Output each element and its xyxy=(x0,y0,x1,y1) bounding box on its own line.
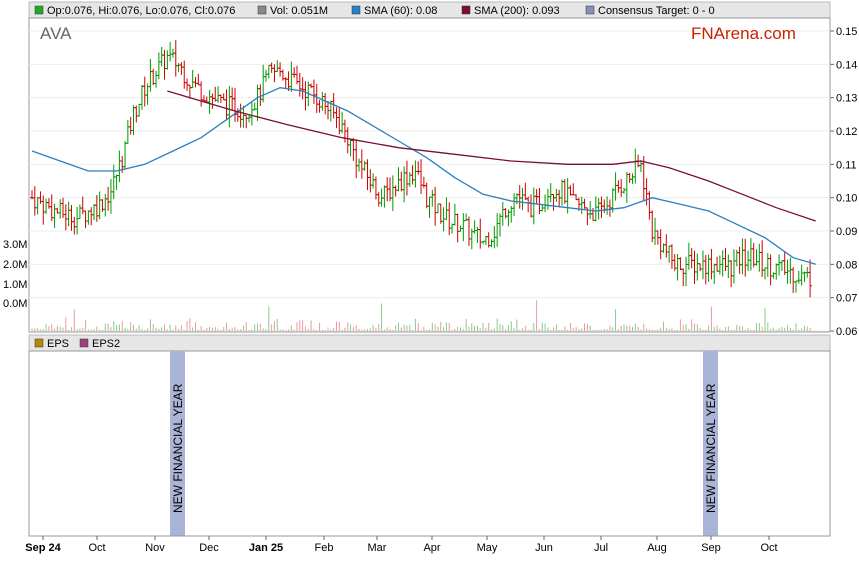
price-axis: 0.15 0.14 0.13 0.12 0.11 0.10 0.09 0.08 0.07 0.06 xyxy=(830,26,857,338)
x-tick-label: May xyxy=(477,542,498,554)
x-tick-label: Sep 24 xyxy=(25,542,61,554)
y-tick-label: 0.12 xyxy=(836,126,857,138)
fy-label-2: NEW FINANCIAL YEAR xyxy=(704,383,718,513)
y-tick-label: 0.13 xyxy=(836,93,857,105)
x-tick-label: Aug xyxy=(647,542,667,554)
ohlc-legend-swatch xyxy=(34,5,44,15)
y-tick-label: 0.08 xyxy=(836,259,857,271)
x-tick-label: Jun xyxy=(535,542,553,554)
eps-legend-swatch xyxy=(34,338,44,348)
volume-tick-label: 1.0M xyxy=(3,279,27,291)
price-bars xyxy=(30,40,813,298)
x-axis: Sep 24 Oct Nov Dec Jan 25 Feb Mar Apr May Jun Jul A… xyxy=(25,536,778,554)
eps2-legend-label: EPS2 xyxy=(92,338,120,350)
y-tick-label: 0.10 xyxy=(836,193,857,205)
y-tick-label: 0.11 xyxy=(836,159,857,171)
volume-tick-label: 2.0M xyxy=(3,259,27,271)
y-tick-label: 0.14 xyxy=(836,59,857,71)
volume-axis: 3.0M 2.0M 1.0M 0.0M xyxy=(3,239,27,310)
consensus-legend-label: Consensus Target: 0 - 0 xyxy=(598,5,715,17)
sma200-line xyxy=(167,90,816,222)
consensus-legend-swatch xyxy=(585,5,595,15)
x-tick-label: Feb xyxy=(315,542,334,554)
x-tick-label: Apr xyxy=(423,542,440,554)
fy-label-1: NEW FINANCIAL YEAR xyxy=(171,383,185,513)
volume-tick-label: 0.0M xyxy=(3,298,27,310)
sma200-legend-label: SMA (200): 0.093 xyxy=(474,5,560,17)
eps2-legend-swatch xyxy=(79,338,89,348)
y-tick-label: 0.06 xyxy=(836,326,857,338)
price-plot-area xyxy=(28,17,831,333)
eps-legend-label: EPS xyxy=(47,338,69,350)
volume-tick-label: 3.0M xyxy=(3,239,27,251)
eps-legend-bar xyxy=(28,334,831,352)
fy-band-1 xyxy=(170,351,185,536)
x-tick-label: Sep xyxy=(701,542,721,554)
y-tick-label: 0.07 xyxy=(836,293,857,305)
ohlc-legend-label: Op:0.076, Hi:0.076, Lo:0.076, Cl:0.076 xyxy=(47,5,235,17)
y-tick-label: 0.15 xyxy=(836,26,857,38)
ticker-label: AVA xyxy=(40,24,72,43)
x-tick-label: Jan 25 xyxy=(249,542,283,554)
sma60-legend-swatch xyxy=(351,5,361,15)
sma200-legend-swatch xyxy=(461,5,471,15)
sma60-legend-label: SMA (60): 0.08 xyxy=(364,5,437,17)
fy-band-2 xyxy=(703,351,718,536)
x-tick-label: Jul xyxy=(594,542,608,554)
volume-legend-swatch xyxy=(257,5,267,15)
volume-legend-label: Vol: 0.051M xyxy=(270,5,328,17)
x-tick-label: Oct xyxy=(760,542,777,554)
volume-bars xyxy=(31,300,811,331)
x-tick-label: Nov xyxy=(145,542,165,554)
x-tick-label: Dec xyxy=(199,542,219,554)
eps-plot-area xyxy=(28,350,831,537)
y-tick-label: 0.09 xyxy=(836,226,857,238)
x-tick-label: Mar xyxy=(368,542,387,554)
brand-logo: FNArena.com xyxy=(691,24,796,43)
x-tick-label: Oct xyxy=(88,542,105,554)
